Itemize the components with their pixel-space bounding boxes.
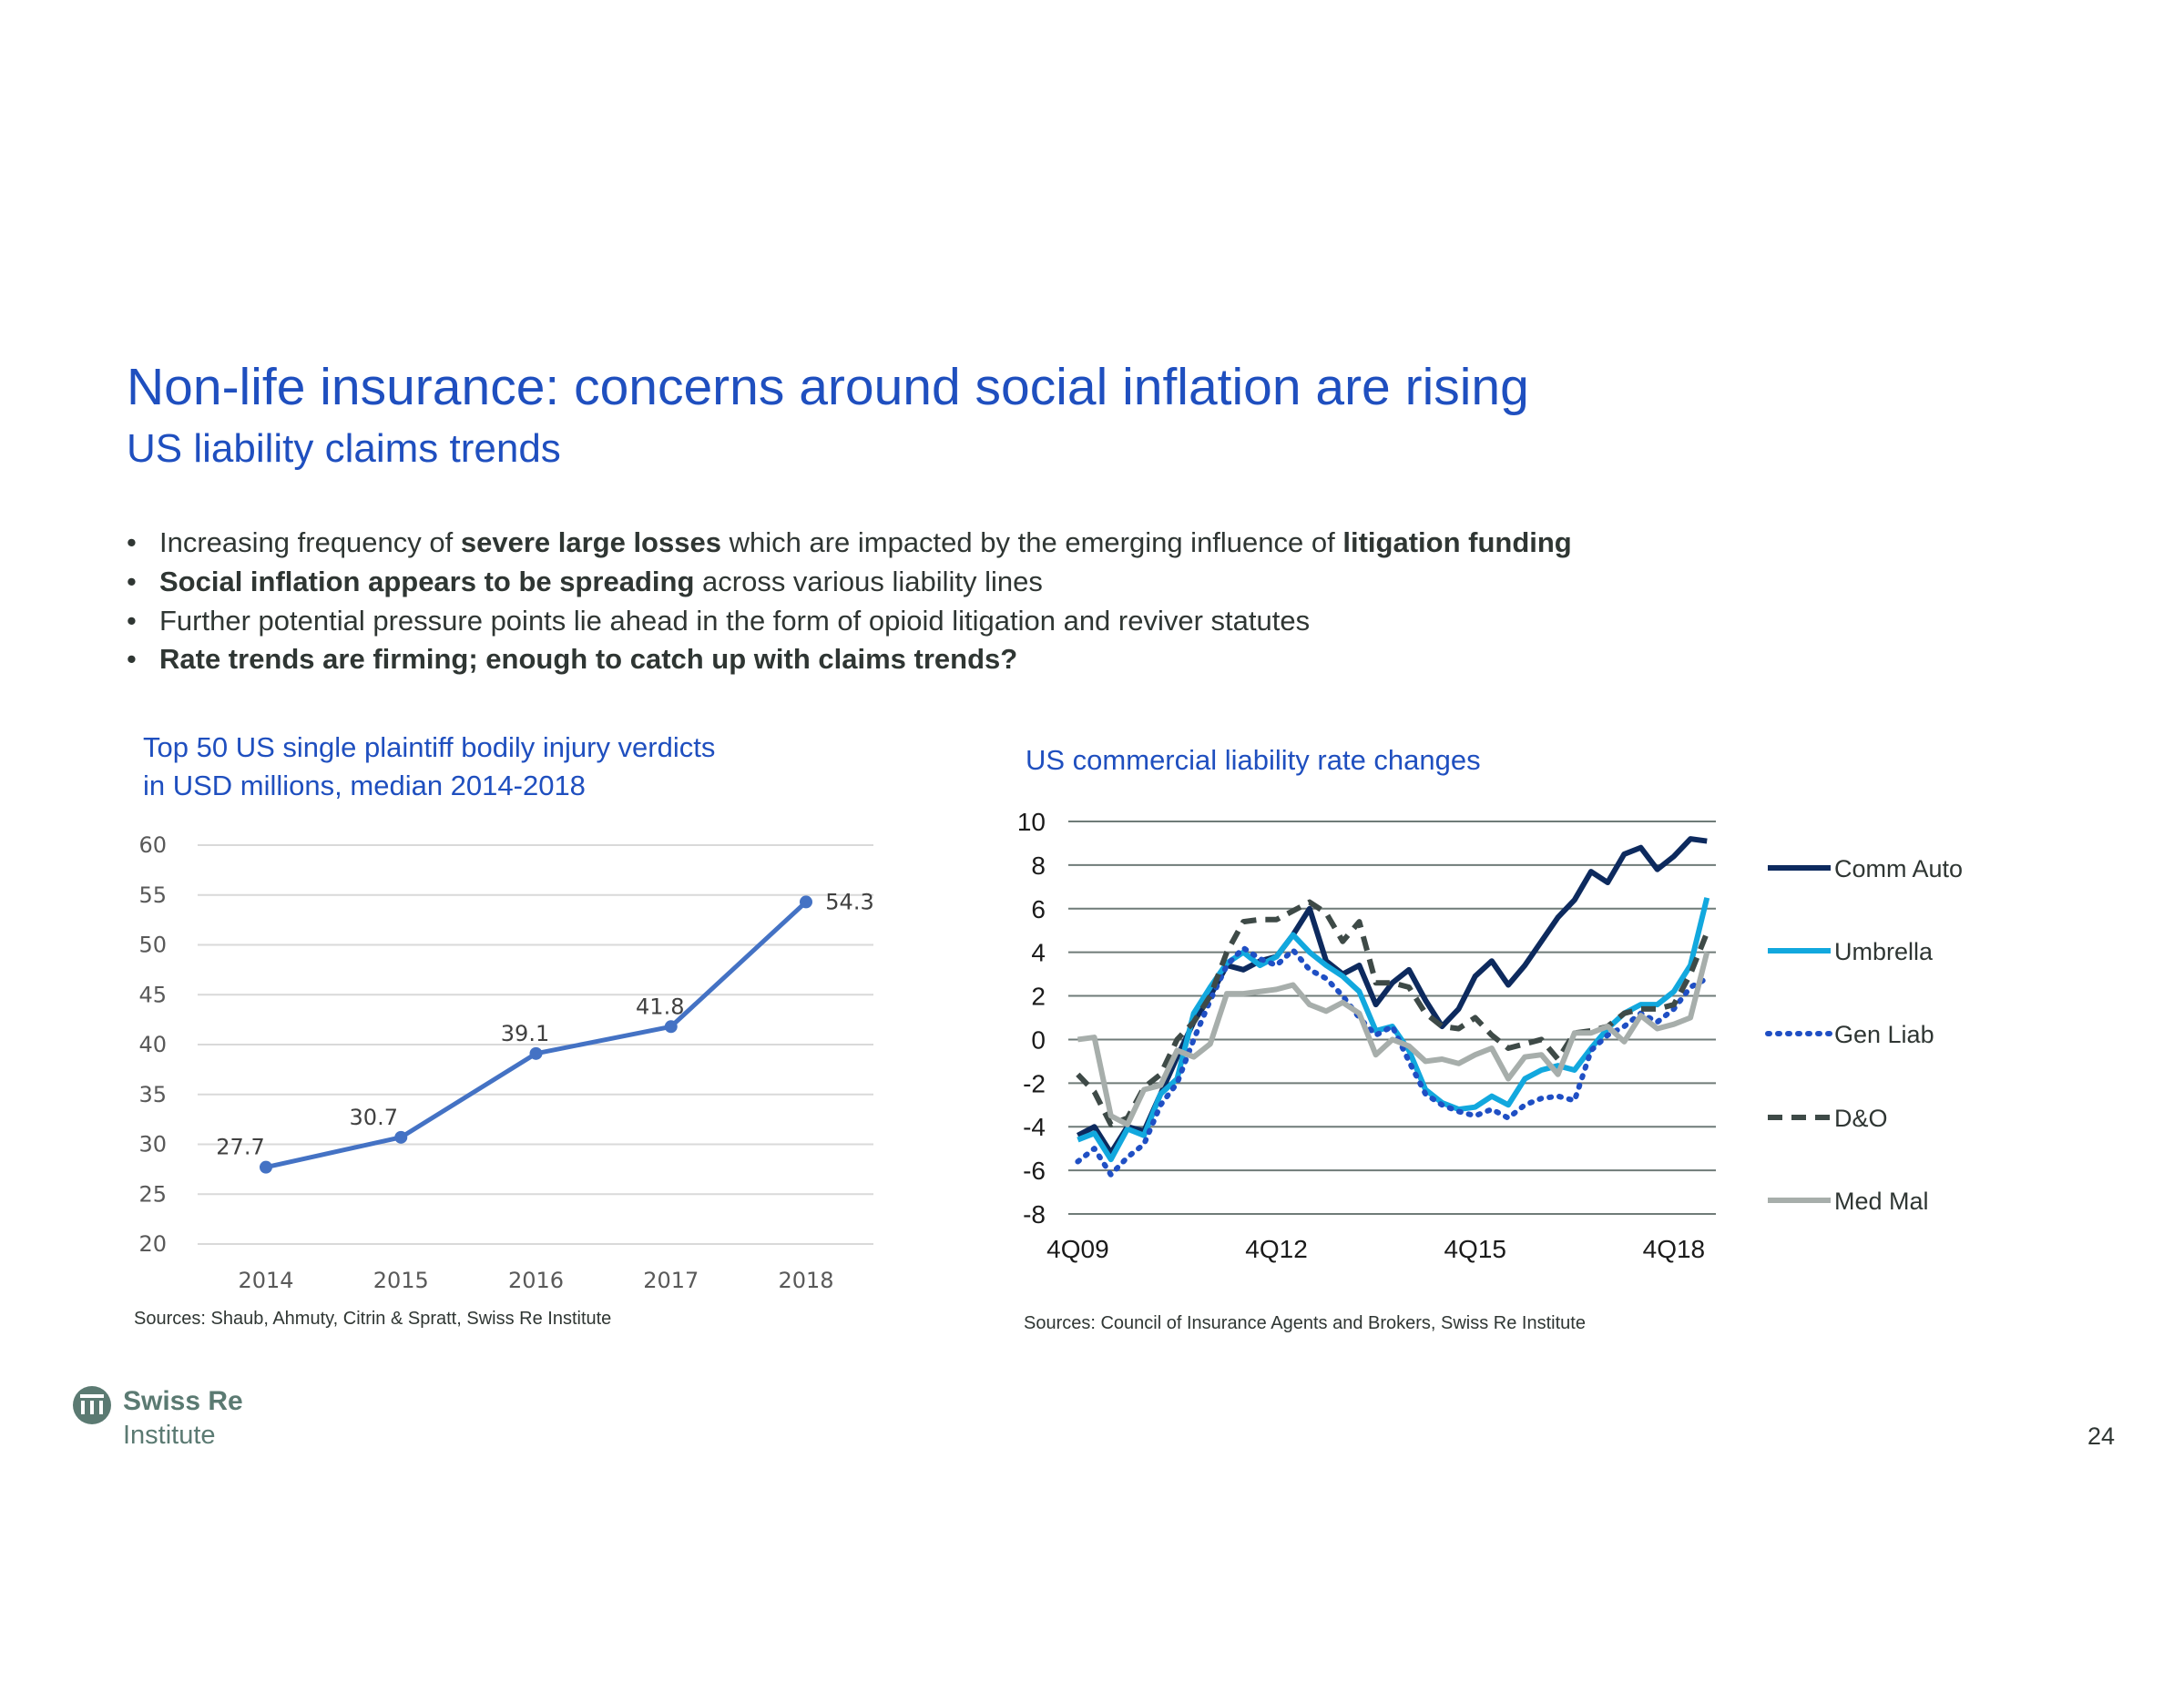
bullet-text: Increasing frequency of xyxy=(159,526,461,558)
y-tick-label: 4 xyxy=(1031,939,1046,967)
data-point xyxy=(800,895,812,909)
data-point xyxy=(664,1020,678,1034)
y-tick-label: 10 xyxy=(1017,808,1046,836)
data-label: 54.3 xyxy=(825,889,873,914)
y-tick-label: -2 xyxy=(1023,1069,1046,1097)
y-tick-label: 0 xyxy=(1031,1025,1046,1054)
left-chart-title-line: in USD millions, median 2014-2018 xyxy=(143,770,586,801)
bullet-item: • Increasing frequency of severe large lo… xyxy=(127,526,1572,559)
y-tick-label: 40 xyxy=(138,1032,167,1057)
series-line-med-mal xyxy=(1077,951,1710,1127)
bullet-bold-text: severe large losses xyxy=(460,526,721,558)
bullet-item: • Rate trends are firming; enough to catc… xyxy=(127,643,1017,676)
page-subtitle: US liability claims trends xyxy=(127,426,561,471)
series-line-comm-auto xyxy=(1077,836,1708,1156)
bullet-bold-text: Social inflation appears to be spreading xyxy=(159,566,695,597)
data-label: 27.7 xyxy=(216,1135,264,1160)
right-chart-title: US commercial liability rate changes xyxy=(1026,744,1481,776)
right-chart: -8 -6 -4 -2 0 2 4 6 8 10 4Q09 4Q12 4Q15 4Q18 Comm Auto… xyxy=(1017,808,1963,1263)
logo-text: Swiss Re xyxy=(123,1386,243,1416)
x-tick-label: 2015 xyxy=(373,1268,429,1293)
logo-subtext: Institute xyxy=(123,1421,216,1450)
x-tick-label: 4Q09 xyxy=(1046,1235,1109,1263)
x-tick-label: 4Q18 xyxy=(1643,1235,1706,1263)
y-tick-label: 30 xyxy=(138,1132,167,1157)
data-point xyxy=(529,1046,543,1060)
x-tick-label: 2017 xyxy=(643,1268,699,1293)
bullet-text: which are impacted by the emerging influ… xyxy=(720,526,1343,558)
y-tick-label: 8 xyxy=(1031,852,1046,880)
left-chart-title: Top 50 US single plaintiff bodily injury… xyxy=(143,729,715,805)
bullet-bold-text: Rate trends are firming; enough to catch… xyxy=(159,643,1018,675)
y-tick-label: 20 xyxy=(138,1231,167,1257)
data-point xyxy=(394,1130,408,1144)
bullet-marker: • xyxy=(127,605,137,637)
y-tick-label: 50 xyxy=(138,933,167,958)
y-tick-label: -6 xyxy=(1023,1157,1046,1185)
legend-label: D&O xyxy=(1834,1105,1888,1132)
bullet-text: across various liability lines xyxy=(694,566,1043,597)
y-tick-label: 35 xyxy=(138,1082,167,1107)
data-label: 39.1 xyxy=(501,1021,549,1046)
legend-label: Comm Auto xyxy=(1834,855,1963,882)
x-tick-label: 4Q12 xyxy=(1245,1235,1308,1263)
data-label: 41.8 xyxy=(636,994,684,1019)
y-tick-label: -4 xyxy=(1023,1113,1046,1141)
data-point xyxy=(260,1160,272,1174)
page-number: 24 xyxy=(2087,1423,2116,1450)
bullet-marker: • xyxy=(127,526,137,558)
data-label: 30.7 xyxy=(350,1105,398,1130)
y-tick-label: 60 xyxy=(138,832,167,858)
page-title: Non-life insurance: concerns around soci… xyxy=(127,358,1529,416)
series-line-umbrella xyxy=(1077,897,1710,1163)
bullet-bold-text: litigation funding xyxy=(1342,526,1572,558)
y-tick-label: -8 xyxy=(1023,1200,1046,1229)
x-tick-label: 2016 xyxy=(508,1268,564,1293)
left-chart: 20 25 30 35 40 45 50 55 60 2014 2015 2016 2017 2018 27… xyxy=(138,832,873,1293)
bullet-text: Further potential pressure points lie ah… xyxy=(159,605,1311,637)
legend-label: Med Mal xyxy=(1834,1188,1929,1215)
left-chart-title-line: Top 50 US single plaintiff bodily injury… xyxy=(143,731,716,763)
bullet-item: • Social inflation appears to be spreadin… xyxy=(127,566,1043,598)
right-chart-source: Sources: Council of Insurance Agents and… xyxy=(1024,1313,1586,1333)
swiss-re-logo-icon xyxy=(73,1386,111,1424)
y-tick-label: 2 xyxy=(1031,983,1046,1011)
y-tick-label: 45 xyxy=(138,982,167,1007)
x-tick-label: 2014 xyxy=(238,1268,293,1293)
bullet-marker: • xyxy=(127,566,137,597)
legend-label: Gen Liab xyxy=(1834,1021,1934,1048)
x-tick-label: 4Q15 xyxy=(1444,1235,1506,1263)
series-line-gen-liab xyxy=(1075,944,1710,1178)
bullet-marker: • xyxy=(127,643,137,675)
left-chart-source: Sources: Shaub, Ahmuty, Citrin & Spratt,… xyxy=(134,1309,612,1329)
y-tick-label: 25 xyxy=(138,1181,167,1207)
bullet-item: • Further potential pressure points lie a… xyxy=(127,605,1310,637)
y-tick-label: 6 xyxy=(1031,895,1046,923)
legend-label: Umbrella xyxy=(1834,938,1934,965)
x-tick-label: 2018 xyxy=(778,1268,833,1293)
y-tick-label: 55 xyxy=(138,882,167,908)
